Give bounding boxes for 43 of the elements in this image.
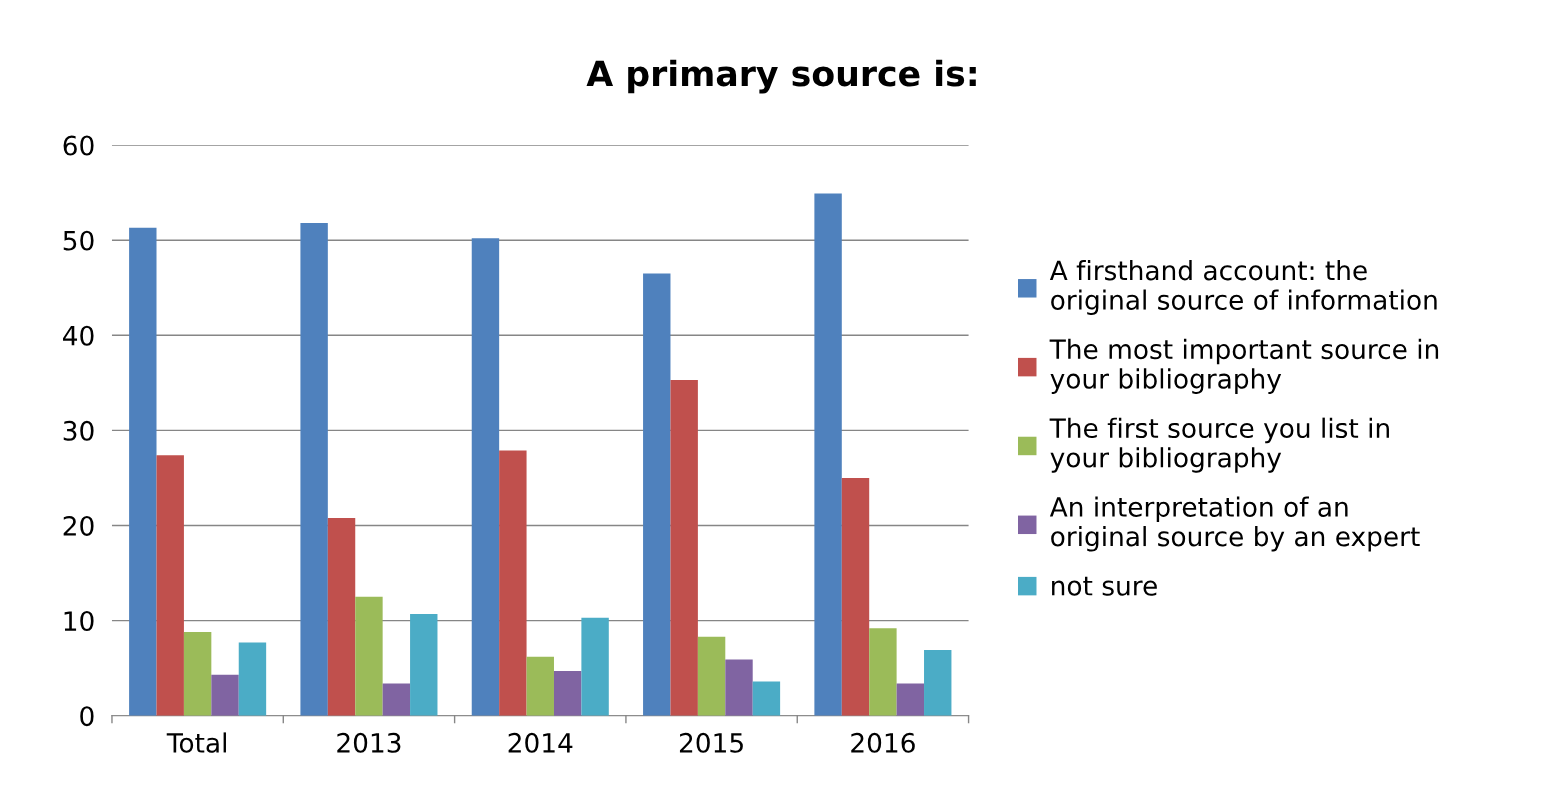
bar: [355, 596, 383, 716]
legend-label: not sure: [1052, 576, 1157, 596]
bar: [814, 193, 842, 716]
legend-label: The most important source in your bibliography: [1049, 338, 1439, 394]
bar: [643, 273, 671, 716]
bar: [526, 656, 554, 716]
chart-title: A primary source is:: [586, 59, 976, 94]
x-tick-label: 2013: [337, 732, 401, 753]
x-tick-label: 2015: [679, 732, 743, 753]
bar: [553, 671, 582, 716]
bar: [300, 223, 328, 716]
bar: [697, 636, 726, 716]
bar: [670, 380, 698, 716]
y-tick-label: 10: [64, 611, 94, 632]
y-tick-label: 40: [63, 325, 94, 346]
bar: [725, 659, 753, 716]
bar: [129, 227, 157, 716]
x-tick-label: Total: [166, 732, 226, 753]
y-tick-label: 60: [63, 135, 94, 156]
legend-label: The first source you list in your bibliography: [1049, 417, 1389, 473]
bar: [327, 517, 356, 716]
bar: [238, 642, 267, 716]
x-tick-label: 2016: [851, 732, 915, 753]
bar: [581, 617, 609, 716]
y-tick-label: 50: [63, 230, 94, 251]
y-tick-label: 30: [63, 420, 94, 441]
bar: [841, 477, 870, 716]
x-tick-label: 2014: [508, 732, 573, 753]
bar: [183, 632, 212, 716]
bar: [156, 455, 184, 716]
bar: [752, 681, 781, 716]
bar: [896, 683, 925, 716]
bar: [410, 613, 438, 716]
legend-label: An interpretation of an original source by an expert: [1049, 496, 1420, 552]
legend-label: A firsthand account: the original source of information: [1049, 259, 1437, 316]
y-tick-label: 20: [63, 515, 94, 536]
bar: [499, 450, 527, 716]
y-tick-label: 0: [80, 706, 94, 727]
bar: [924, 650, 952, 716]
bar: [869, 628, 897, 716]
bar: [382, 683, 411, 716]
bar: [471, 238, 500, 716]
bar: [211, 674, 239, 716]
